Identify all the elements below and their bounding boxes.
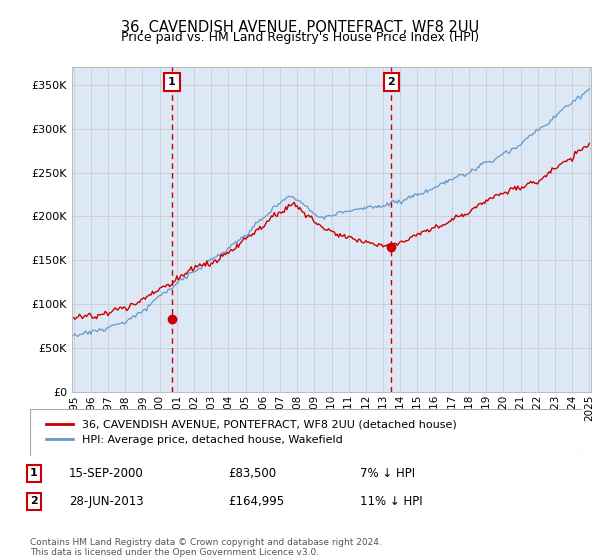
Text: £164,995: £164,995 xyxy=(228,494,284,508)
Text: 1: 1 xyxy=(168,77,176,87)
Text: 7% ↓ HPI: 7% ↓ HPI xyxy=(360,466,415,480)
FancyBboxPatch shape xyxy=(30,409,582,456)
Text: 2: 2 xyxy=(30,496,38,506)
Text: 36, CAVENDISH AVENUE, PONTEFRACT, WF8 2UU: 36, CAVENDISH AVENUE, PONTEFRACT, WF8 2U… xyxy=(121,20,479,35)
Text: 2: 2 xyxy=(388,77,395,87)
Text: 15-SEP-2000: 15-SEP-2000 xyxy=(69,466,144,480)
Text: Price paid vs. HM Land Registry's House Price Index (HPI): Price paid vs. HM Land Registry's House … xyxy=(121,31,479,44)
Text: 1: 1 xyxy=(30,468,38,478)
Text: £83,500: £83,500 xyxy=(228,466,276,480)
Text: Contains HM Land Registry data © Crown copyright and database right 2024.
This d: Contains HM Land Registry data © Crown c… xyxy=(30,538,382,557)
Text: 28-JUN-2013: 28-JUN-2013 xyxy=(69,494,143,508)
Text: 11% ↓ HPI: 11% ↓ HPI xyxy=(360,494,422,508)
Legend: 36, CAVENDISH AVENUE, PONTEFRACT, WF8 2UU (detached house), HPI: Average price, : 36, CAVENDISH AVENUE, PONTEFRACT, WF8 2U… xyxy=(41,416,461,450)
